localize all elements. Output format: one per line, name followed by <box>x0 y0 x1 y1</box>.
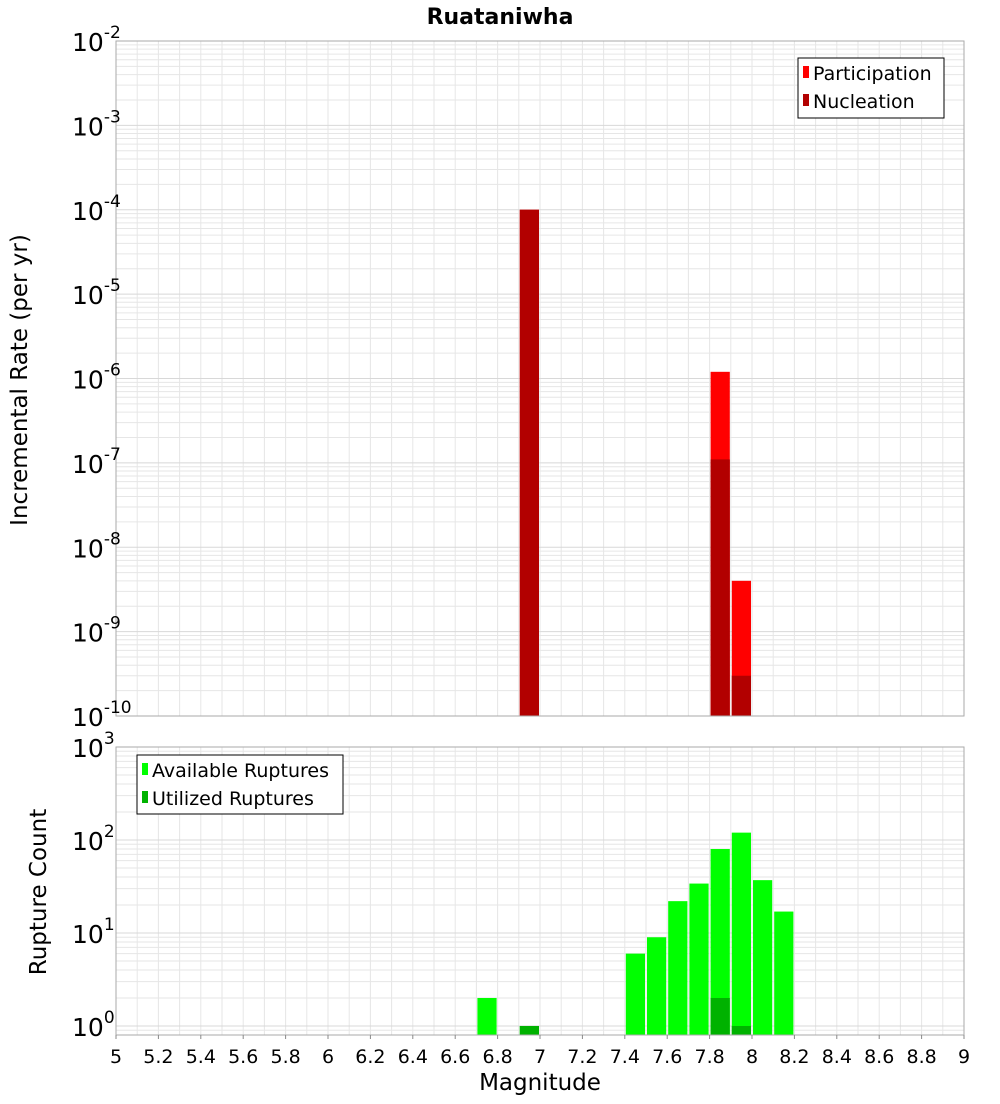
rate-legend-swatch <box>803 66 809 78</box>
rate-y-tick-label: 10-7 <box>72 445 121 479</box>
x-tick-label: 7.6 <box>652 1046 682 1068</box>
count-y-tick-label: 103 <box>72 729 115 763</box>
rate-panel: 10-10 10-9 10-8 10-7 10-6 10-5 10-4 10-3 10-2 Par… <box>72 23 965 732</box>
count-y-tick-label: 102 <box>72 822 115 856</box>
count-bar <box>710 997 730 1035</box>
rate-series-b <box>519 209 751 716</box>
count-legend-label: Available Ruptures <box>152 760 329 782</box>
count-y-tick-label: 101 <box>72 915 115 949</box>
x-tick-label: 7.2 <box>567 1046 597 1068</box>
count-bar <box>774 911 794 1035</box>
rate-y-tick-label: 10-3 <box>72 107 121 141</box>
x-tick-label: 5 <box>110 1046 122 1068</box>
x-tick-label: 5.8 <box>270 1046 300 1068</box>
x-tick-label: 8.2 <box>779 1046 809 1068</box>
x-tick-label: 6.2 <box>355 1046 385 1068</box>
rate-legend-box <box>797 57 945 119</box>
count-y-axis-label: Rupture Count <box>26 809 52 975</box>
count-bar <box>519 1025 539 1035</box>
x-tick-label: 8.4 <box>822 1046 852 1068</box>
rate-y-tick-label: 10-6 <box>72 361 121 395</box>
rate-y-tick-label: 10-2 <box>72 23 121 57</box>
count-legend-label: Utilized Ruptures <box>152 788 314 810</box>
count-bar <box>731 832 751 1035</box>
rate-bar <box>710 459 730 716</box>
rate-y-tick-label: 10-9 <box>72 614 121 648</box>
x-tick-label: 6.4 <box>398 1046 428 1068</box>
rate-y-axis-label: Incremental Rate (per yr) <box>7 234 33 526</box>
rate-legend-swatch <box>803 94 809 106</box>
rate-grid <box>115 40 965 717</box>
count-legend-box <box>136 754 344 815</box>
count-legend: Available Ruptures Utilized Ruptures <box>136 754 344 815</box>
count-legend-swatch <box>142 763 148 775</box>
rate-y-tick-label: 10-4 <box>72 192 121 226</box>
rate-y-tick-label: 10-5 <box>72 276 121 310</box>
rate-legend-label: Participation <box>813 63 932 85</box>
x-tick-label: 8.8 <box>906 1046 936 1068</box>
x-tick-label: 7.8 <box>694 1046 724 1068</box>
count-bar <box>710 849 730 1035</box>
count-series-b <box>519 997 751 1035</box>
x-tick-label: 8.6 <box>864 1046 894 1068</box>
count-legend-swatch <box>142 791 148 803</box>
rate-y-tick-label: 10-10 <box>72 698 132 732</box>
count-bar <box>625 953 645 1035</box>
rate-legend-label: Nucleation <box>813 91 915 113</box>
chart-title: Ruataniwha <box>427 5 574 30</box>
count-bar <box>668 901 688 1035</box>
rate-y-tick-label: 10-8 <box>72 529 121 563</box>
x-tick-label: 8 <box>746 1046 758 1068</box>
count-y-tick-label: 100 <box>72 1008 115 1042</box>
x-tick-label: 7 <box>534 1046 546 1068</box>
x-tick-label: 6.6 <box>440 1046 470 1068</box>
x-tick-label: 9 <box>958 1046 970 1068</box>
count-bar <box>753 880 773 1035</box>
x-axis-label: Magnitude <box>479 1070 601 1096</box>
rate-plot-frame <box>115 40 965 717</box>
rate-bar <box>519 209 539 716</box>
rate-legend: Participation Nucleation <box>797 57 945 119</box>
x-tick-label: 5.6 <box>228 1046 258 1068</box>
count-bar <box>647 937 667 1035</box>
count-bar <box>477 997 497 1035</box>
x-tick-label: 5.2 <box>143 1046 173 1068</box>
count-bar <box>689 883 709 1035</box>
x-tick-label: 6 <box>322 1046 334 1068</box>
rate-bar <box>731 675 751 716</box>
count-series-a <box>477 832 794 1035</box>
x-tick-label: 5.4 <box>186 1046 216 1068</box>
count-bar <box>731 1025 751 1035</box>
x-tick-label: 7.4 <box>610 1046 640 1068</box>
x-tick-label: 6.8 <box>482 1046 512 1068</box>
